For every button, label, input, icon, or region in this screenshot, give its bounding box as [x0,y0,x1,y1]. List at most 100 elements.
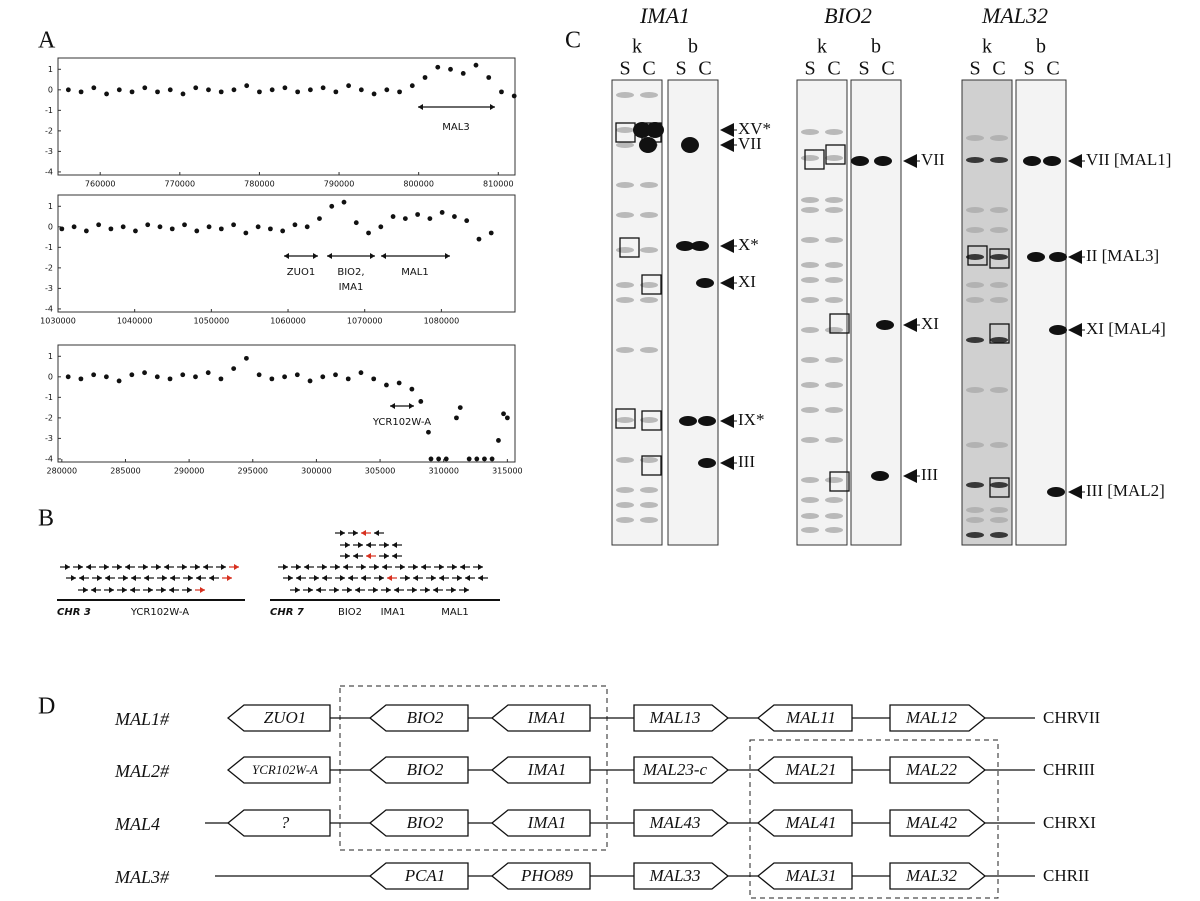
data-point [83,228,89,234]
gel-band [616,417,634,423]
gel-band [801,513,819,519]
gel-band [990,507,1008,513]
data-point [346,83,352,89]
band-label: VII [921,150,945,169]
data-point [436,456,442,462]
data-point [103,374,109,380]
gel-band [825,262,843,268]
arrow-head [374,564,379,570]
sample-label: C [1046,58,1059,80]
arrow-head [361,530,366,536]
arrow-head [382,564,387,570]
arrow-head [431,575,436,581]
sample-label: S [1023,58,1034,80]
arrow-head [79,575,84,581]
data-point [231,87,237,93]
arrow-head [478,564,483,570]
data-point [464,218,470,224]
gel-band [825,513,843,519]
data-point [78,376,84,382]
chromosome-label: CHRII [1043,866,1090,885]
arrow-head [131,575,136,581]
gel-band [825,527,843,533]
y-tick-label: -1 [45,243,53,252]
arrow-head [122,587,127,593]
data-point [218,376,224,382]
chromosome-label: CHRVII [1043,708,1101,727]
x-tick-label: 1060000 [270,317,306,326]
gene-label: MAL22 [905,760,958,779]
gene-label: MAL43 [649,813,701,832]
arrow-head [390,403,395,409]
arrow-head [353,553,358,559]
sample-label: C [881,58,894,80]
x-tick-label: 780000 [244,180,275,189]
gene-label: MAL31 [785,866,837,885]
gel-band [801,155,819,161]
arrow-head [105,575,110,581]
arrow-head [143,564,148,570]
x-tick-label: 280000 [47,467,78,476]
data-point [108,226,114,232]
arrow-head [296,564,301,570]
band-label: XI [MAL4] [1086,319,1166,338]
band-label: VII [MAL1] [1086,150,1171,169]
sample-label: S [804,58,815,80]
sample-label: C [827,58,840,80]
y-tick-label: -4 [45,304,53,313]
y-tick-label: 1 [48,352,53,361]
gel-band [616,212,634,218]
gel-lane [611,79,663,546]
gel-band [966,337,984,343]
band-arrow [903,469,917,483]
data-point [255,224,261,230]
arrow-head [465,575,470,581]
gel-band [990,227,1008,233]
gene-label: BIO2 [338,607,362,618]
gel-band [966,297,984,303]
band-label: III [738,452,755,471]
data-point [499,89,504,95]
gene-shape [490,704,591,732]
arrow-head [164,564,169,570]
highlight-box [989,477,1010,498]
gel-band [990,482,1008,488]
y-tick-label: -3 [45,147,53,156]
band-label: III [921,465,938,484]
data-point [180,91,186,97]
arrow-head [409,403,414,409]
data-point [466,456,472,462]
gene-label: MAL1 [441,607,468,618]
data-point [244,355,249,361]
arrow-head [340,530,345,536]
gel-band [966,507,984,513]
gel-band [616,297,634,303]
arrow-head [188,575,193,581]
gel-band [966,135,984,141]
data-point [292,222,298,228]
gel-band [698,416,716,426]
x-tick-label: 1030000 [40,317,76,326]
data-point [415,212,421,217]
gel-band [966,207,984,213]
gel-band [801,277,819,283]
x-tick-label: 770000 [165,180,196,189]
chromosome-label: CHRXI [1043,813,1096,832]
arrow-head [209,575,214,581]
gel-band [825,437,843,443]
arrow-head [195,564,200,570]
arrow-head [392,542,397,548]
arrow-head [322,564,327,570]
sample-label: S [858,58,869,80]
band-arrow [720,138,734,152]
arrow-head [413,564,418,570]
lane-label: k [982,36,992,58]
arrow-head [347,587,352,593]
band-label: IX* [738,410,764,429]
data-point [180,372,186,378]
x-tick-label: 790000 [324,180,355,189]
arrow-head [109,587,114,593]
gel-band [825,277,843,283]
data-point [427,216,433,222]
